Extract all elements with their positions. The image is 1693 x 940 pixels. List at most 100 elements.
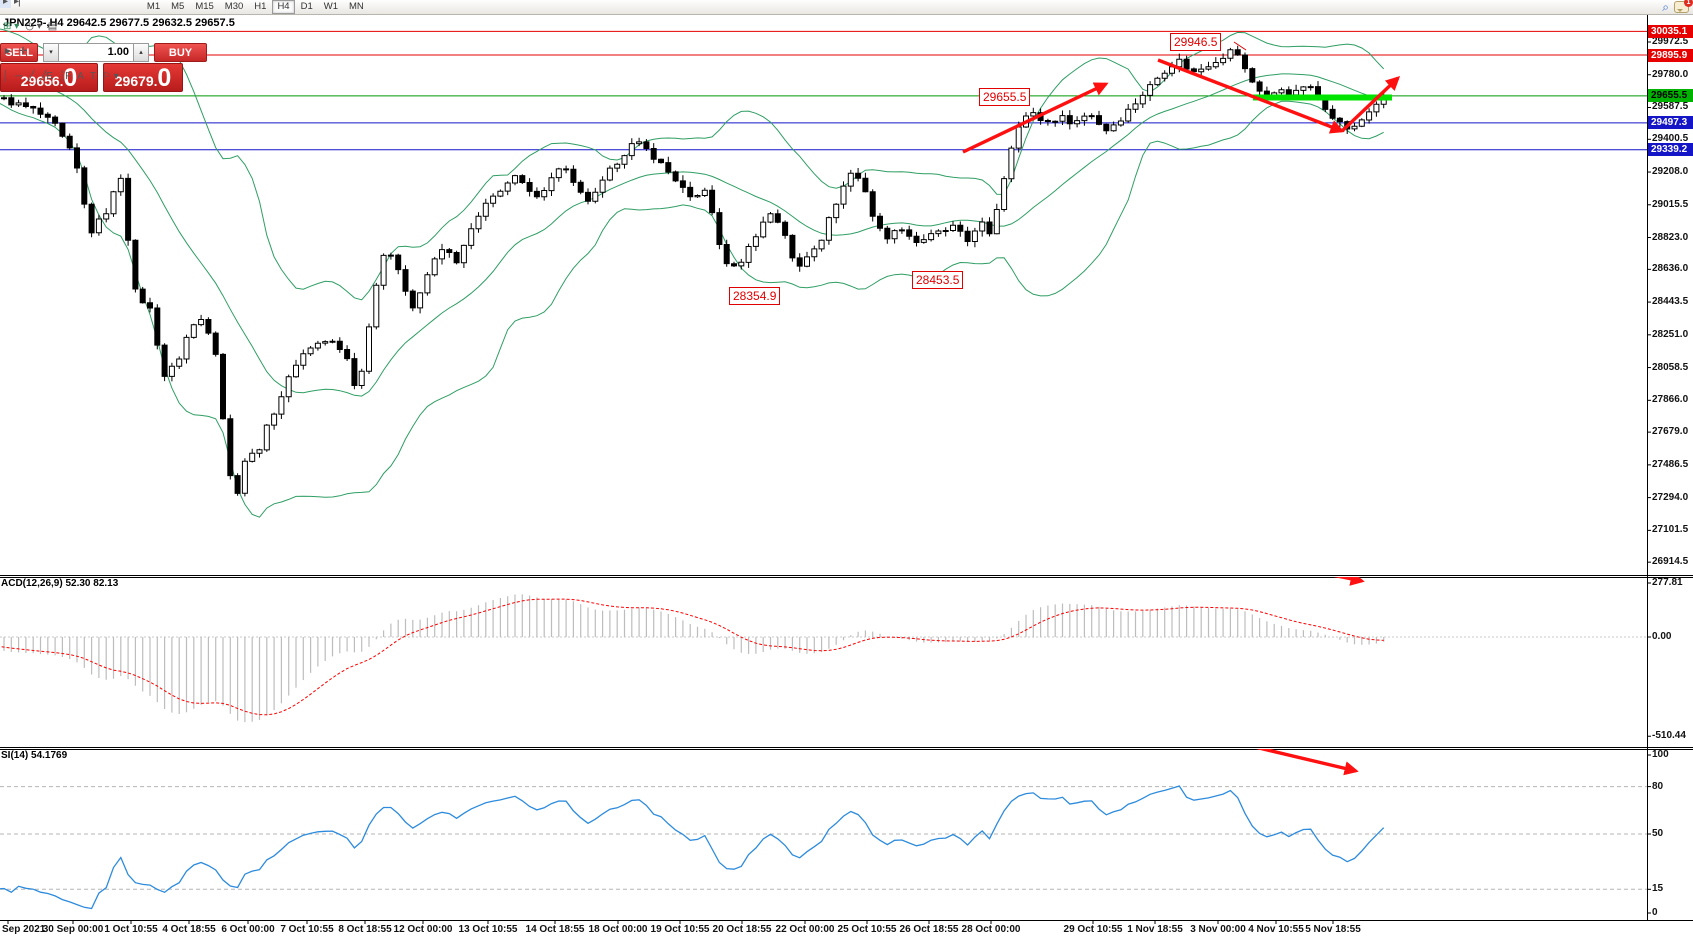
price-axis-tick: 29015.5 <box>1652 198 1689 210</box>
chart-title: JPN225-,H4 29642.5 29677.5 29632.5 29657… <box>3 17 235 29</box>
toolbar-group: │ ─ ╱ ╱E ┆F A T ⚐ ▾ <box>0 70 141 84</box>
crosshair-icon[interactable]: ✛ <box>16 45 30 58</box>
price-callout[interactable]: 29655.5 <box>979 88 1031 106</box>
buy-price-display[interactable]: 29679. 0 <box>103 63 183 92</box>
equidistant-channel-tool[interactable]: ╱E <box>37 70 56 83</box>
price-callout[interactable]: 29946.5 <box>1170 33 1222 51</box>
rsi-axis-tick: 50 <box>1652 828 1664 839</box>
periods-icon-glyph: ◷ ▾ <box>25 21 42 32</box>
timeframe-w1[interactable]: W1 <box>323 1 338 12</box>
autoscroll-icon[interactable]: ▸ <box>0 0 12 8</box>
rsi-panel[interactable] <box>0 743 1647 910</box>
date-axis-label: 19 Oct 10:55 <box>650 924 710 935</box>
rsi-indicator-label: SI(14) 54.1769 <box>1 750 68 761</box>
date-axis-label: 3 Nov 00:00 <box>1190 924 1246 935</box>
timeframe-h4[interactable]: H4 <box>271 0 296 14</box>
sell-price-dot: . <box>59 74 64 89</box>
sell-price-pips: 0 <box>63 64 78 92</box>
date-axis-label: 12 Oct 00:00 <box>393 924 453 935</box>
timeframe-d1[interactable]: D1 <box>300 1 313 12</box>
label-tool[interactable]: T <box>87 70 99 83</box>
toolbar-right: ⌕ 1 <box>1662 0 1693 14</box>
date-axis-label: 30 Sep 00:00 <box>42 924 104 935</box>
date-axis-label: 29 Oct 10:55 <box>1063 924 1123 935</box>
bollinger-middle-band <box>0 65 1384 397</box>
macd-axis-tick: 0.00 <box>1652 631 1672 642</box>
macd-signal-line <box>0 598 1384 716</box>
date-axis-label: 20 Oct 18:55 <box>712 924 772 935</box>
toolbar-group: ⊞ ▾ ◷ ▾ ▤ <box>0 20 141 34</box>
one-click-trading-panel: SELL ▾ 1.00 ▴ BUY 29656. 0 29679. 0 <box>0 43 210 92</box>
vertical-line-tool[interactable]: │ <box>0 70 12 83</box>
main-panel[interactable] <box>0 28 1647 518</box>
buy-button[interactable]: BUY <box>154 43 207 62</box>
cursor-icon[interactable]: ► <box>0 45 16 58</box>
date-axis-label: Sep 2021 <box>2 924 46 935</box>
timeframe-mn[interactable]: MN <box>349 1 364 12</box>
red-arrow-annotation[interactable] <box>962 82 1109 154</box>
date-axis-label: 28 Oct 00:00 <box>961 924 1021 935</box>
indicators-icon-glyph: ⊞ ▾ <box>3 21 20 32</box>
chart-area[interactable]: JPN225-,H4 29642.5 29677.5 29632.5 29657… <box>0 14 1693 940</box>
price-axis-tick: 29972.5 <box>1652 36 1689 47</box>
price-axis-tick: 27294.0 <box>1652 491 1689 503</box>
macd-histogram <box>3 594 1385 723</box>
price-axis-tick: 29587.5 <box>1652 101 1689 113</box>
trendline-tool-glyph: ╱ <box>28 71 35 82</box>
templates-icon-glyph: ▤ <box>47 21 58 32</box>
price-axis-tick: 28058.5 <box>1652 361 1689 373</box>
sell-button[interactable]: SELL <box>0 43 38 62</box>
red-arrow-annotation[interactable] <box>1157 58 1345 134</box>
order-row: SELL ▾ 1.00 ▴ BUY <box>0 43 210 62</box>
label-tool-glyph: T <box>89 71 96 82</box>
price-axis-tick: 29208.0 <box>1652 166 1689 178</box>
toolbar: ✚新订单◆☁◉●自动交易⊥⊓∿⊕⊖▦▸▸▏⊞ ▾◷ ▾▤►✛│─╱╱E┆FAT⚐… <box>0 0 1693 82</box>
horizontal-line-tool-glyph: ─ <box>15 71 23 82</box>
timeframe-m5[interactable]: M5 <box>171 1 185 12</box>
date-axis-label: 22 Oct 00:00 <box>775 924 835 935</box>
timeframe-m30[interactable]: M30 <box>224 1 244 12</box>
red-arrow-annotation[interactable] <box>1238 743 1359 776</box>
price-axis-tick: 27486.5 <box>1652 458 1689 470</box>
date-axis-label: 4 Nov 10:55 <box>1248 924 1304 935</box>
rsi-axis-tick: 15 <box>1652 883 1664 895</box>
toolbar-group: ▸ ▸▏ <box>0 0 141 9</box>
macd-panel[interactable] <box>0 556 1647 723</box>
text-tool-glyph: A <box>77 71 84 82</box>
fibonacci-tool[interactable]: ┆F <box>56 70 74 83</box>
text-tool[interactable]: A <box>74 70 87 83</box>
trendline-tool[interactable]: ╱ <box>25 70 37 83</box>
price-callout[interactable]: 28354.9 <box>729 287 781 305</box>
indicators-icon[interactable]: ⊞ ▾ <box>0 20 22 33</box>
periods-icon[interactable]: ◷ ▾ <box>22 20 45 33</box>
cursor-icon-glyph: ► <box>3 46 13 57</box>
notification-count-badge: 1 <box>1684 0 1693 7</box>
chart-shift-icon[interactable]: ▸▏ <box>11 0 30 8</box>
volume-increase-button[interactable]: ▴ <box>133 43 149 62</box>
search-icon[interactable]: ⌕ <box>1662 0 1669 14</box>
arrows-tool[interactable]: ⚐ ▾ <box>99 70 122 83</box>
price-axis-tick: 27101.5 <box>1652 524 1689 536</box>
horizontal-line-tool[interactable]: ─ <box>12 70 25 83</box>
macd-indicator-label: ACD(12,26,9) 52.30 82.13 <box>1 578 119 589</box>
timeframe-m15[interactable]: M15 <box>195 1 214 12</box>
notifications-icon[interactable]: 1 <box>1674 0 1693 13</box>
volume-input[interactable]: 1.00 <box>58 43 134 62</box>
date-axis-label: 4 Oct 18:55 <box>162 924 216 935</box>
date-axis-label: 14 Oct 18:55 <box>525 924 585 935</box>
templates-icon[interactable]: ▤ <box>45 20 60 33</box>
price-level-badge: 29655.5 <box>1648 89 1693 103</box>
sell-price-display[interactable]: 29656. 0 <box>0 63 98 92</box>
timeframe-m1[interactable]: M1 <box>146 1 161 12</box>
autoscroll-icon-glyph: ▸ <box>3 0 9 7</box>
date-axis-label: 5 Nov 18:55 <box>1305 924 1361 935</box>
timeframe-h1[interactable]: H1 <box>254 1 267 12</box>
price-callout[interactable]: 28453.5 <box>912 271 964 289</box>
buy-price-main: 29679 <box>114 73 154 89</box>
chart-shift-icon-glyph: ▸▏ <box>14 0 27 7</box>
price-axis-tick: 26914.5 <box>1652 556 1689 568</box>
red-arrow-annotation[interactable] <box>1340 76 1401 133</box>
rsi-axis-tick: 80 <box>1652 780 1664 792</box>
toolbar-group: ► ✛ <box>0 45 141 59</box>
